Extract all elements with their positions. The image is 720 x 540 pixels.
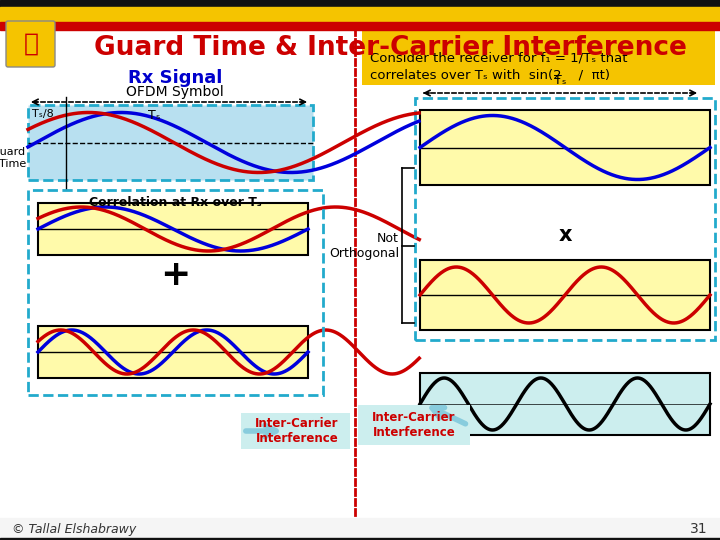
Text: ➰: ➰ <box>24 32 38 56</box>
Text: +: + <box>160 258 190 292</box>
Bar <box>0 22 720 30</box>
Bar <box>0 538 720 540</box>
Text: 31: 31 <box>690 522 708 536</box>
Bar <box>38 203 308 255</box>
Bar <box>28 105 313 180</box>
Text: Inter-Carrier
Interference: Inter-Carrier Interference <box>372 411 456 439</box>
Text: Guard Time & Inter-Carrier Interference: Guard Time & Inter-Carrier Interference <box>94 35 686 61</box>
Text: Not
Orthogonal: Not Orthogonal <box>329 232 399 260</box>
FancyBboxPatch shape <box>241 413 350 449</box>
Bar <box>362 27 715 85</box>
Text: Tₛ/8: Tₛ/8 <box>32 109 54 119</box>
Bar <box>420 110 710 185</box>
Text: Consider the receiver for f₁ = 1/Tₛ that: Consider the receiver for f₁ = 1/Tₛ that <box>370 51 628 64</box>
Text: Rx Signal: Rx Signal <box>128 69 222 87</box>
Text: Tₛ: Tₛ <box>148 109 161 122</box>
Text: Tₛ: Tₛ <box>554 74 566 87</box>
Text: OFDM Symbol: OFDM Symbol <box>126 85 224 99</box>
Bar <box>38 326 308 378</box>
Bar <box>415 98 715 340</box>
Text: © Tallal Elshabrawy: © Tallal Elshabrawy <box>12 523 136 536</box>
FancyBboxPatch shape <box>358 405 470 445</box>
Bar <box>28 190 323 395</box>
Text: Guard
Time: Guard Time <box>0 147 26 169</box>
FancyBboxPatch shape <box>6 21 55 67</box>
Bar <box>0 7 720 22</box>
Bar <box>420 260 710 330</box>
Text: Inter-Carrier
Interference: Inter-Carrier Interference <box>256 417 338 445</box>
Bar <box>0 518 720 540</box>
Text: Correlation at Rx over Tₛ: Correlation at Rx over Tₛ <box>89 196 262 209</box>
Bar <box>420 373 710 435</box>
Text: correlates over Tₛ with  sin(2    /  πt): correlates over Tₛ with sin(2 / πt) <box>370 69 610 82</box>
Text: x: x <box>558 225 572 245</box>
Bar <box>0 0 720 7</box>
